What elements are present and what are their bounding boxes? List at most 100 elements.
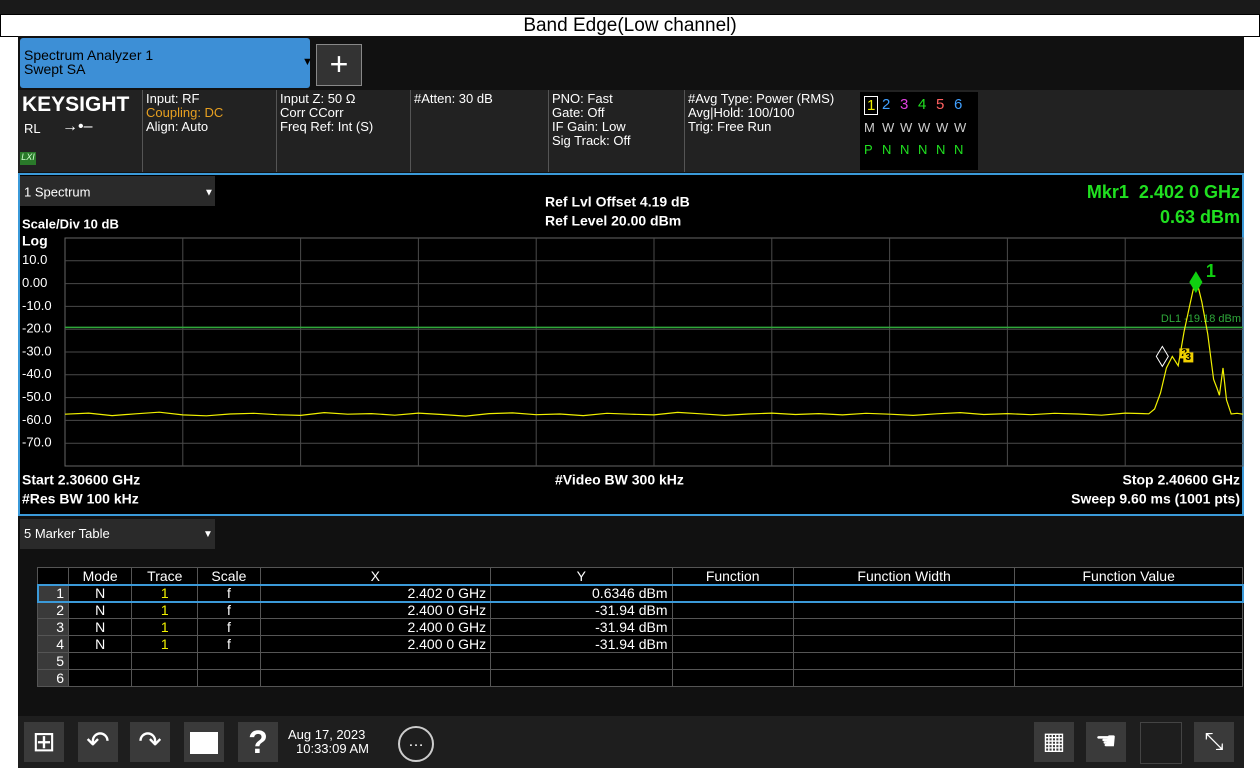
table-cell (792, 601, 1016, 619)
table-cell (792, 584, 1016, 602)
trace-number: 2 (882, 96, 891, 113)
info-text: Freq Ref: Int (S) (280, 119, 374, 134)
info-divider (684, 90, 685, 172)
res-bw: #Res BW 100 kHz (22, 491, 139, 507)
layout-button[interactable]: ▦ (1034, 722, 1074, 762)
trace-type: W (918, 120, 931, 135)
info-text: Trig: Free Run (688, 119, 772, 134)
table-cell (1014, 652, 1243, 670)
table-cell (490, 652, 673, 670)
trace-detector: P (864, 142, 873, 157)
table-cell: 5 (36, 652, 70, 670)
table-row: 2 N 1 f 2.400 0 GHz -31.94 dBm (36, 601, 1243, 619)
table-cell: 2.400 0 GHz (259, 635, 492, 653)
y-tick-label: -70.0 (22, 435, 52, 450)
info-text: Sig Track: Off (552, 133, 631, 148)
table-cell: 1 (131, 635, 199, 653)
table-cell (197, 652, 261, 670)
zoom-button[interactable]: ⤡ (1194, 722, 1234, 762)
table-cell: f (197, 635, 261, 653)
info-text: PNO: Fast (552, 91, 613, 106)
scale-type: Log (22, 233, 48, 249)
trace-type: W (900, 120, 913, 135)
trace-number: 6 (954, 96, 963, 113)
add-button[interactable]: + (316, 44, 362, 86)
info-text: Input Z: 50 Ω (280, 91, 356, 106)
table-cell: 4 (36, 635, 70, 653)
table-cell (671, 601, 794, 619)
header-cell: Function Value (1014, 567, 1243, 585)
marker-label: 3 (1186, 352, 1192, 363)
header-cell: X (259, 567, 492, 585)
y-tick-label: -40.0 (22, 366, 52, 381)
table-row: 1 N 1 f 2.402 0 GHz 0.6346 dBm (36, 583, 1244, 603)
trace-type: M (864, 120, 875, 135)
trace-number: 1 (864, 96, 879, 115)
header-cell (36, 567, 70, 585)
table-cell: 3 (36, 618, 70, 636)
info-text: Align: Auto (146, 119, 209, 134)
table-cell (792, 635, 1016, 653)
info-divider (142, 90, 143, 172)
table-cell (1014, 584, 1243, 602)
table-cell: f (197, 601, 261, 619)
info-text: Input: RF (146, 91, 200, 106)
info-text: Gate: Off (552, 105, 605, 120)
dropdown-arrow: ▼ (204, 188, 214, 199)
table-row: 3 N 1 f 2.400 0 GHz -31.94 dBm (36, 618, 1243, 636)
header-cell: Y (490, 567, 673, 585)
table-cell (671, 669, 794, 687)
window-name: 1 Spectrum (24, 184, 90, 199)
table-cell (68, 652, 133, 670)
y-tick-label: -50.0 (22, 389, 52, 404)
info-text: Avg|Hold: 100/100 (688, 105, 795, 120)
trace-number: 5 (936, 96, 945, 113)
tab[interactable]: Spectrum Analyzer 1 Swept SA ▼ (20, 38, 313, 88)
y-tick-label: -60.0 (22, 412, 52, 427)
table-dropdown[interactable]: 5 Marker Table ▼ (20, 519, 215, 549)
window-dropdown[interactable] (20, 176, 215, 206)
tab-name: Spectrum Analyzer 1 (24, 47, 154, 63)
undo-button[interactable]: ↶ (78, 722, 118, 762)
table-cell (792, 669, 1016, 687)
trace-detector: N (882, 142, 892, 157)
marker-table: Mode Trace Scale X Y Function Function Width Fu… (36, 567, 1244, 687)
chat-button[interactable]: … (398, 726, 434, 762)
table-cell (490, 669, 673, 687)
y-tick-label: 10.0 (22, 252, 47, 267)
table-cell: N (68, 601, 133, 619)
file-button[interactable] (184, 722, 224, 762)
table-cell: 2.400 0 GHz (259, 601, 492, 619)
table-cell: -31.94 dBm (490, 618, 673, 636)
header-cell: Scale (197, 567, 261, 585)
time: 10:33:09 AM (296, 741, 369, 756)
table-cell: f (197, 584, 261, 602)
grid-button[interactable] (1140, 722, 1182, 764)
table-cell: 1 (131, 584, 199, 602)
table-cell (671, 618, 794, 636)
table-cell (1014, 618, 1243, 636)
info-text: #Atten: 30 dB (414, 91, 493, 106)
spectrum-window: 1 Spectrum ▼ Scale/Div 10 dB Log Ref Lvl… (18, 173, 1244, 516)
marker (1183, 352, 1194, 363)
rl: RL (24, 121, 41, 136)
info-divider (276, 90, 277, 172)
marker-readout-y: 0.63 dBm (1160, 207, 1240, 227)
table-cell (792, 618, 1016, 636)
windows-button[interactable]: ⊞ (24, 722, 64, 762)
y-tick-label: -20.0 (22, 321, 52, 336)
lxi: LXI (20, 152, 36, 165)
info-text: IF Gain: Low (552, 119, 626, 134)
help-button[interactable]: ? (238, 722, 278, 762)
table-cell: N (68, 635, 133, 653)
info-text: #Avg Type: Power (RMS) (688, 91, 835, 106)
redo-button[interactable]: ↷ (130, 722, 170, 762)
table-cell (259, 669, 492, 687)
trace-type: W (954, 120, 967, 135)
table-cell: 1 (131, 618, 199, 636)
touch-button[interactable]: ☚ (1086, 722, 1126, 762)
marker-readout-x: Mkr1 2.402 0 GHz (1087, 182, 1240, 202)
info-divider (410, 90, 411, 172)
